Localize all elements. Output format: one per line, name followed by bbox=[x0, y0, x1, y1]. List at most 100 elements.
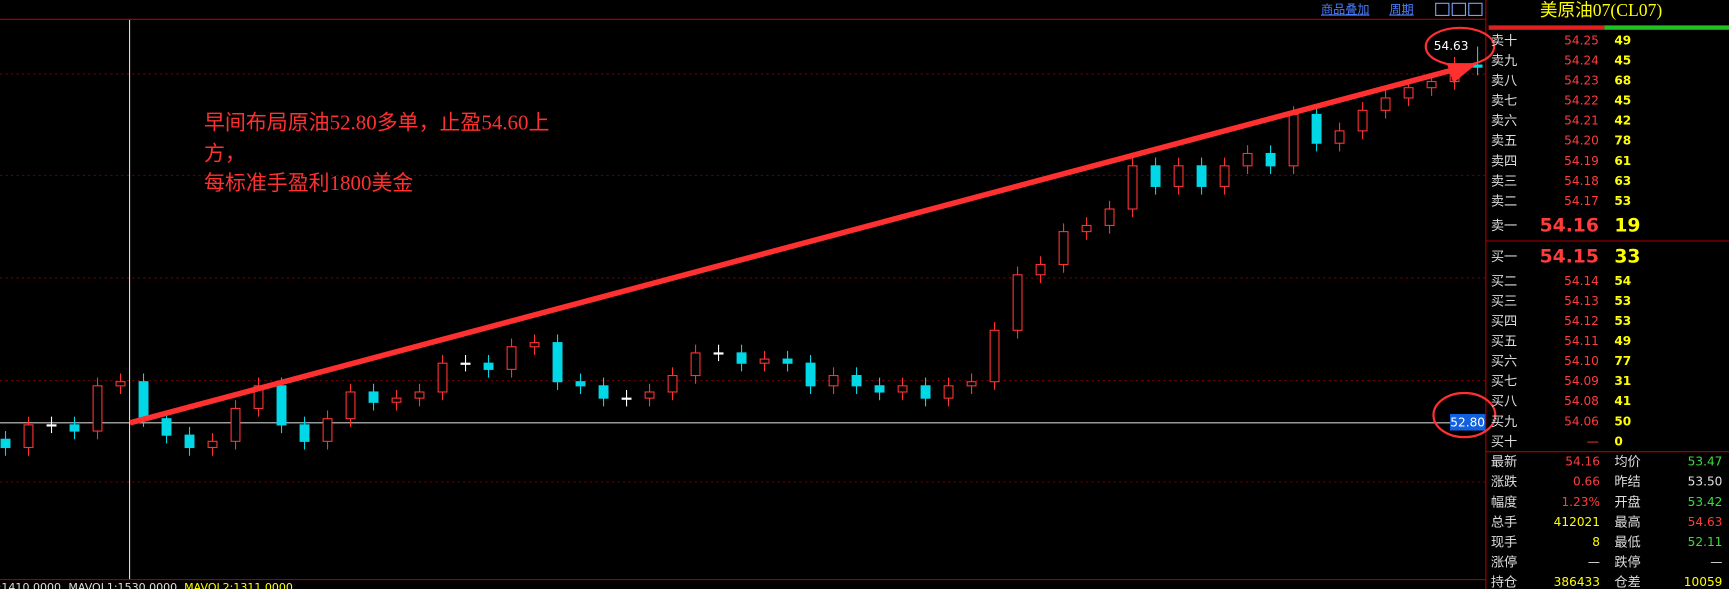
candle-body bbox=[736, 352, 747, 364]
book-price: 54.15 bbox=[1540, 246, 1599, 267]
book-volume: 78 bbox=[1614, 134, 1631, 148]
candle-body bbox=[690, 352, 701, 377]
candle-body bbox=[1012, 274, 1023, 331]
quote-panel: 美原油07(CL07) 卖十 54.25 49 卖九 54.24 45 卖八 54.23 68 卖… bbox=[1486, 0, 1729, 589]
candle-body bbox=[230, 407, 241, 442]
candle-body bbox=[299, 424, 310, 442]
period-button[interactable]: 周期 bbox=[1389, 2, 1413, 16]
book-price: 54.22 bbox=[1564, 94, 1599, 108]
book-volume: 68 bbox=[1614, 73, 1631, 87]
book-label: 卖八 bbox=[1491, 73, 1517, 89]
book-volume: 0 bbox=[1614, 434, 1622, 448]
book-label: 买六 bbox=[1491, 354, 1517, 370]
quote-title: 美原油07(CL07) bbox=[1540, 0, 1662, 20]
book-price: 54.19 bbox=[1564, 154, 1599, 168]
annotation: 早间布局原油52.80多单，止盈54.60上 方， 每标准手盈利1800美金 bbox=[204, 110, 549, 195]
candle-body bbox=[667, 374, 678, 393]
candle-body bbox=[1311, 113, 1322, 144]
candle-body bbox=[184, 434, 195, 449]
book-volume: 33 bbox=[1614, 246, 1640, 267]
ratio-bar-red bbox=[1488, 25, 1605, 30]
book-label: 卖四 bbox=[1491, 153, 1517, 169]
candle-body bbox=[1380, 97, 1391, 111]
stat-label: 涨跌 bbox=[1491, 474, 1517, 490]
stat-label: 最高 bbox=[1614, 513, 1640, 530]
candle-body bbox=[161, 418, 172, 436]
candle-body bbox=[828, 374, 839, 387]
book-price: 54.23 bbox=[1564, 73, 1599, 87]
book-label: 买五 bbox=[1491, 333, 1517, 349]
chart-area: 54.63 52.80 bbox=[0, 26, 1497, 456]
book-price: 54.06 bbox=[1564, 414, 1599, 428]
candle-body bbox=[1127, 165, 1138, 210]
candle-body bbox=[69, 424, 80, 432]
right-button[interactable] bbox=[1451, 2, 1467, 16]
high-circle bbox=[1424, 26, 1496, 67]
book-volume: 54 bbox=[1614, 274, 1631, 288]
candle-body bbox=[1403, 87, 1414, 99]
candle-body bbox=[897, 385, 908, 393]
book-volume: 49 bbox=[1614, 33, 1631, 47]
layout-button[interactable] bbox=[1468, 2, 1483, 16]
candle-body bbox=[644, 391, 655, 399]
candle-body bbox=[345, 391, 356, 420]
candle-body bbox=[46, 424, 57, 427]
entry-price-box bbox=[1450, 413, 1486, 431]
book-volume: 19 bbox=[1614, 216, 1640, 237]
candle-body bbox=[575, 381, 586, 387]
candle-body bbox=[92, 385, 103, 432]
candle-body bbox=[1081, 224, 1092, 233]
candle-body bbox=[989, 329, 1000, 383]
candle-body bbox=[598, 385, 609, 399]
candle-body bbox=[460, 362, 471, 365]
indicator-line: t:1410.0000 MAVOL1:1530.0000 MAVOL2:1311… bbox=[0, 581, 293, 589]
candle-body bbox=[920, 385, 931, 399]
stat-value: — bbox=[1710, 555, 1722, 569]
stat-label: 持仓 bbox=[1491, 575, 1517, 589]
book-volume: 53 bbox=[1614, 294, 1631, 308]
book-volume: 53 bbox=[1614, 314, 1631, 328]
indicator-value: MAVOL2:1311.0000 bbox=[184, 581, 293, 589]
stat-value: 54.16 bbox=[1565, 455, 1600, 469]
candle-body bbox=[529, 342, 540, 348]
book-volume: 53 bbox=[1614, 194, 1631, 208]
candle-body bbox=[1196, 165, 1207, 187]
book-price: 54.13 bbox=[1564, 294, 1599, 308]
book-price: 54.12 bbox=[1564, 314, 1599, 328]
book-volume: 31 bbox=[1614, 374, 1631, 388]
stat-value: 8 bbox=[1592, 535, 1600, 549]
book-price: 54.24 bbox=[1564, 53, 1599, 67]
stat-value: 1.23% bbox=[1561, 495, 1600, 509]
stat-value: 53.47 bbox=[1688, 455, 1723, 469]
candle-body bbox=[759, 358, 770, 364]
book-price: 54.21 bbox=[1564, 114, 1599, 128]
candle-body bbox=[368, 391, 379, 403]
book-price: — bbox=[1587, 434, 1599, 448]
book-volume: 61 bbox=[1614, 154, 1631, 168]
candle-body bbox=[1334, 130, 1345, 144]
book-label: 卖二 bbox=[1491, 193, 1517, 209]
book-label: 买九 bbox=[1491, 414, 1517, 430]
book-label: 卖十 bbox=[1491, 33, 1517, 49]
stat-label: 仓差 bbox=[1614, 575, 1640, 589]
candle-body bbox=[851, 374, 862, 387]
candle-body bbox=[414, 391, 425, 399]
book-label: 卖三 bbox=[1491, 173, 1517, 189]
book-label: 买八 bbox=[1491, 394, 1517, 410]
book-label: 买十 bbox=[1491, 434, 1517, 450]
left-button[interactable] bbox=[1435, 2, 1450, 16]
stat-label: 最新 bbox=[1491, 454, 1517, 470]
candle-body bbox=[874, 385, 885, 393]
candle-body bbox=[1426, 80, 1437, 89]
annotation-line: 方， bbox=[204, 141, 246, 165]
overlay-button[interactable]: 商品叠加 bbox=[1321, 1, 1370, 16]
stat-label: 跌停 bbox=[1614, 554, 1640, 571]
stat-label: 昨结 bbox=[1614, 474, 1640, 490]
candle-body bbox=[552, 342, 563, 383]
book-volume: 63 bbox=[1614, 174, 1631, 188]
stat-value: — bbox=[1588, 555, 1600, 569]
book-volume: 45 bbox=[1614, 53, 1631, 67]
book-volume: 41 bbox=[1614, 394, 1631, 408]
book-price: 54.17 bbox=[1564, 194, 1599, 208]
